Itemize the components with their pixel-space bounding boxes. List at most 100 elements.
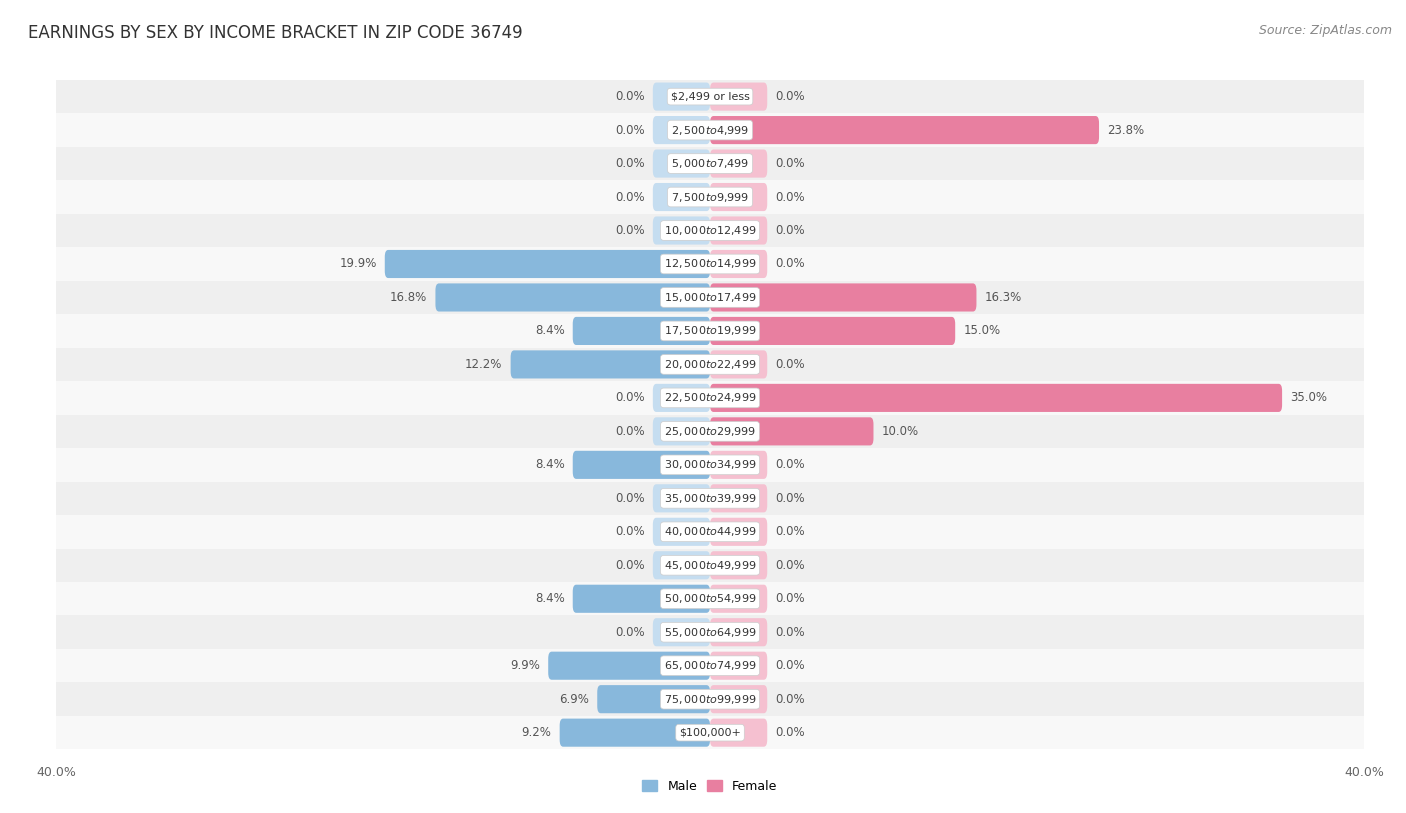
Text: 0.0%: 0.0% <box>776 693 806 706</box>
FancyBboxPatch shape <box>652 518 710 546</box>
Text: $55,000 to $64,999: $55,000 to $64,999 <box>664 626 756 639</box>
Text: 9.9%: 9.9% <box>510 659 540 672</box>
Text: 0.0%: 0.0% <box>776 559 806 572</box>
Bar <box>56 682 1364 716</box>
Bar <box>56 448 1364 481</box>
Text: 0.0%: 0.0% <box>776 459 806 472</box>
FancyBboxPatch shape <box>436 284 710 311</box>
Text: $12,500 to $14,999: $12,500 to $14,999 <box>664 258 756 271</box>
Bar <box>56 549 1364 582</box>
Text: 0.0%: 0.0% <box>776 190 806 203</box>
Text: $100,000+: $100,000+ <box>679 728 741 737</box>
Text: $5,000 to $7,499: $5,000 to $7,499 <box>671 157 749 170</box>
FancyBboxPatch shape <box>710 652 768 680</box>
Bar <box>56 348 1364 381</box>
FancyBboxPatch shape <box>652 116 710 144</box>
Text: 0.0%: 0.0% <box>614 559 644 572</box>
Text: $2,499 or less: $2,499 or less <box>671 92 749 102</box>
FancyBboxPatch shape <box>652 183 710 211</box>
FancyBboxPatch shape <box>598 685 710 713</box>
FancyBboxPatch shape <box>710 384 1282 412</box>
Bar <box>56 582 1364 615</box>
FancyBboxPatch shape <box>652 485 710 512</box>
Bar <box>56 80 1364 113</box>
FancyBboxPatch shape <box>710 719 768 746</box>
Text: 0.0%: 0.0% <box>614 224 644 237</box>
FancyBboxPatch shape <box>652 384 710 412</box>
Text: 0.0%: 0.0% <box>776 258 806 271</box>
FancyBboxPatch shape <box>548 652 710 680</box>
Text: 0.0%: 0.0% <box>776 659 806 672</box>
Text: 0.0%: 0.0% <box>614 525 644 538</box>
FancyBboxPatch shape <box>710 685 768 713</box>
Bar <box>56 147 1364 180</box>
Text: 8.4%: 8.4% <box>534 592 565 605</box>
Bar <box>56 381 1364 415</box>
Text: $30,000 to $34,999: $30,000 to $34,999 <box>664 459 756 472</box>
FancyBboxPatch shape <box>572 317 710 345</box>
Bar <box>56 649 1364 682</box>
FancyBboxPatch shape <box>572 450 710 479</box>
Text: 0.0%: 0.0% <box>776 492 806 505</box>
FancyBboxPatch shape <box>710 284 976 311</box>
Text: $25,000 to $29,999: $25,000 to $29,999 <box>664 425 756 438</box>
Text: 0.0%: 0.0% <box>614 90 644 103</box>
FancyBboxPatch shape <box>710 250 768 278</box>
Text: 0.0%: 0.0% <box>614 124 644 137</box>
FancyBboxPatch shape <box>710 485 768 512</box>
Text: 0.0%: 0.0% <box>614 425 644 438</box>
FancyBboxPatch shape <box>710 585 768 613</box>
Text: 35.0%: 35.0% <box>1291 391 1327 404</box>
Bar <box>56 716 1364 750</box>
FancyBboxPatch shape <box>710 417 873 446</box>
Bar <box>56 180 1364 214</box>
Text: 0.0%: 0.0% <box>776 358 806 371</box>
Text: 9.2%: 9.2% <box>522 726 551 739</box>
Text: 0.0%: 0.0% <box>776 157 806 170</box>
Bar <box>56 113 1364 147</box>
Text: $45,000 to $49,999: $45,000 to $49,999 <box>664 559 756 572</box>
FancyBboxPatch shape <box>652 83 710 111</box>
Bar <box>56 615 1364 649</box>
FancyBboxPatch shape <box>652 216 710 245</box>
Bar <box>56 481 1364 515</box>
FancyBboxPatch shape <box>710 551 768 580</box>
Text: 0.0%: 0.0% <box>776 592 806 605</box>
FancyBboxPatch shape <box>710 116 1099 144</box>
Text: 23.8%: 23.8% <box>1107 124 1144 137</box>
FancyBboxPatch shape <box>710 317 955 345</box>
FancyBboxPatch shape <box>652 417 710 446</box>
Text: 0.0%: 0.0% <box>614 190 644 203</box>
Legend: Male, Female: Male, Female <box>637 775 783 798</box>
FancyBboxPatch shape <box>710 450 768 479</box>
Bar <box>56 314 1364 348</box>
Text: $75,000 to $99,999: $75,000 to $99,999 <box>664 693 756 706</box>
Text: $17,500 to $19,999: $17,500 to $19,999 <box>664 324 756 337</box>
Text: $22,500 to $24,999: $22,500 to $24,999 <box>664 391 756 404</box>
Bar <box>56 415 1364 448</box>
FancyBboxPatch shape <box>710 216 768 245</box>
Bar <box>56 280 1364 314</box>
FancyBboxPatch shape <box>652 150 710 177</box>
Text: $2,500 to $4,999: $2,500 to $4,999 <box>671 124 749 137</box>
Text: 0.0%: 0.0% <box>776 525 806 538</box>
FancyBboxPatch shape <box>710 618 768 646</box>
Text: 8.4%: 8.4% <box>534 459 565 472</box>
FancyBboxPatch shape <box>710 518 768 546</box>
Text: $40,000 to $44,999: $40,000 to $44,999 <box>664 525 756 538</box>
Text: 16.8%: 16.8% <box>389 291 427 304</box>
FancyBboxPatch shape <box>510 350 710 379</box>
Text: 16.3%: 16.3% <box>984 291 1022 304</box>
Text: 6.9%: 6.9% <box>560 693 589 706</box>
Bar <box>56 247 1364 280</box>
Text: $15,000 to $17,499: $15,000 to $17,499 <box>664 291 756 304</box>
Text: $7,500 to $9,999: $7,500 to $9,999 <box>671 190 749 203</box>
Bar <box>56 214 1364 247</box>
FancyBboxPatch shape <box>385 250 710 278</box>
Text: 0.0%: 0.0% <box>776 626 806 639</box>
Text: 0.0%: 0.0% <box>776 224 806 237</box>
Text: $10,000 to $12,499: $10,000 to $12,499 <box>664 224 756 237</box>
FancyBboxPatch shape <box>560 719 710 746</box>
FancyBboxPatch shape <box>710 83 768 111</box>
Text: 10.0%: 10.0% <box>882 425 918 438</box>
